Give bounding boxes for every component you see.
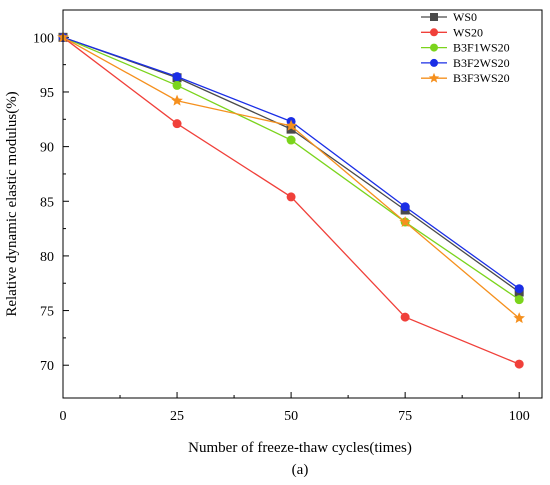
legend-label: WS0 <box>453 10 477 24</box>
y-axis-title: Relative dynamic elastic modulus(%) <box>4 91 20 316</box>
x-axis-title: Number of freeze-thaw cycles(times) <box>188 440 412 456</box>
data-point-b3f3ws20 <box>171 94 183 106</box>
y-tick-label: 90 <box>40 141 54 156</box>
x-tick-label: 0 <box>60 409 67 424</box>
data-point-b3f2ws20 <box>172 72 182 82</box>
legend-marker <box>430 43 438 52</box>
data-point-ws20 <box>286 192 296 202</box>
figure-caption: (a) <box>292 462 309 478</box>
data-point-b3f1ws20 <box>514 295 524 305</box>
y-tick-label: 75 <box>40 305 54 320</box>
x-tick-label: 25 <box>170 409 184 424</box>
legend-marker <box>430 13 438 21</box>
legend-item: WS20 <box>421 25 483 39</box>
y-tick-label: 80 <box>40 250 54 265</box>
legend-marker <box>430 28 438 37</box>
x-tick-label: 50 <box>284 409 298 424</box>
legend-label: WS20 <box>453 25 483 39</box>
plot-frame <box>62 9 543 399</box>
data-point-ws20 <box>514 359 524 369</box>
series-line-b3f3ws20 <box>62 36 520 319</box>
legend-label: B3F1WS20 <box>453 41 510 55</box>
data-point-b3f3ws20 <box>285 119 297 131</box>
data-point-b3f1ws20 <box>172 80 182 90</box>
data-point-b3f3ws20 <box>399 215 411 227</box>
data-point-b3f3ws20 <box>513 312 525 324</box>
y-tick-label: 100 <box>33 31 54 46</box>
series-layer <box>57 31 525 369</box>
y-tick-label: 85 <box>40 195 54 210</box>
legend-marker <box>430 58 438 67</box>
y-tick-label: 70 <box>40 359 54 374</box>
legend-item: WS0 <box>421 10 477 24</box>
y-tick-label: 95 <box>40 86 54 101</box>
data-point-ws20 <box>172 119 182 129</box>
data-point-b3f1ws20 <box>286 135 296 145</box>
data-point-ws0 <box>286 124 296 134</box>
legend-label: B3F3WS20 <box>453 71 510 85</box>
legend-item: B3F3WS20 <box>421 71 510 85</box>
x-tick-label: 100 <box>509 409 530 424</box>
legend-marker <box>428 72 440 83</box>
legend-item: B3F2WS20 <box>421 56 510 70</box>
legend-label: B3F2WS20 <box>453 56 510 70</box>
x-tick-label: 75 <box>398 409 412 424</box>
legend-item: B3F1WS20 <box>421 41 510 55</box>
data-point-ws20 <box>400 312 410 322</box>
data-point-b3f2ws20 <box>514 284 524 294</box>
axis-ticks: 0 25 50 75 100 70 75 80 85 90 95 100 <box>33 31 530 424</box>
data-point-b3f2ws20 <box>400 202 410 212</box>
axes <box>62 9 543 399</box>
